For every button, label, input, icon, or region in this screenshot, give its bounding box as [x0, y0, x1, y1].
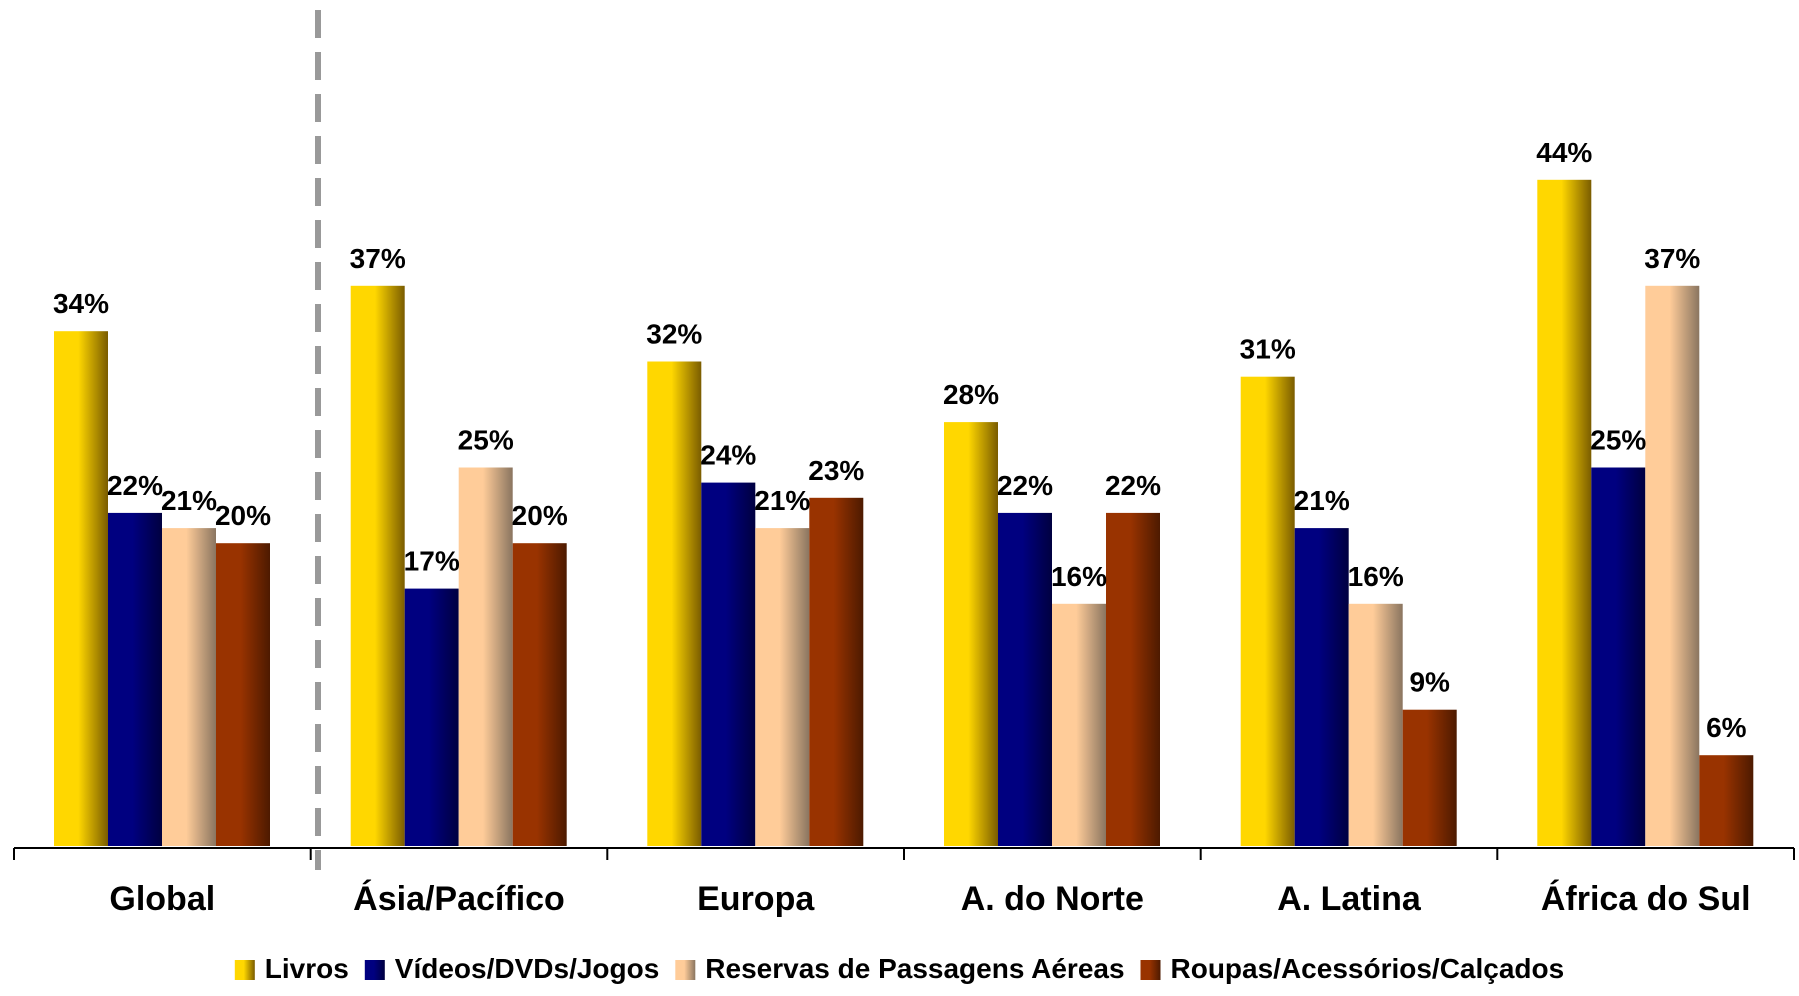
category-labels-group: Global Ásia/Pacífico Europa A. do Norte A. L… — [109, 880, 1750, 918]
bar-a-do-norte-roupas-acessorios-calcados — [1106, 512, 1160, 846]
value-label-a-latina-livros: 31% — [1240, 334, 1296, 365]
category-label-global: Global — [109, 880, 215, 918]
value-label-africa-do-sul-reservas-de-passagens-aereas: 37% — [1644, 243, 1700, 274]
legend-swatch-livros — [234, 960, 255, 980]
category-label-a-latina: A. Latina — [1277, 880, 1422, 918]
legend-label-roupas-acessorios-calcados: Roupas/Acessórios/Calçados — [1171, 953, 1565, 984]
value-label-a-latina-roupas-acessorios-calcados: 9% — [1409, 667, 1450, 698]
bar-asia-pacifico-roupas-acessorios-calcados — [512, 543, 567, 846]
legend-item-livros: Livros — [234, 953, 349, 984]
category-label-africa-do-sul: África do Sul — [1541, 880, 1751, 918]
value-label-a-do-norte-reservas-de-passagens-aereas: 16% — [1051, 561, 1107, 592]
bar-asia-pacifico-livros — [350, 285, 405, 846]
bar-europa-livros — [647, 361, 702, 846]
value-label-asia-pacifico-roupas-acessorios-calcados: 20% — [512, 500, 568, 531]
legend: Livros Vídeos/DVDs/Jogos Reservas de Passa… — [234, 953, 1565, 984]
legend-item-reservas-de-passagens-aereas: Reservas de Passagens Aéreas — [675, 953, 1125, 984]
value-label-africa-do-sul-videos-dvds-jogos: 25% — [1590, 425, 1646, 456]
value-labels-group: 34%22%21%20%37%17%25%20%32%24%21%23%28%2… — [53, 137, 1747, 743]
bar-a-do-norte-livros — [944, 422, 998, 846]
legend-item-videos-dvds-jogos: Vídeos/DVDs/Jogos — [364, 953, 660, 984]
bar-a-latina-reservas-de-passagens-aereas — [1348, 603, 1403, 846]
value-label-asia-pacifico-livros: 37% — [350, 243, 406, 274]
legend-swatch-roupas-acessorios-calcados — [1140, 960, 1161, 980]
bar-africa-do-sul-reservas-de-passagens-aereas — [1645, 285, 1700, 846]
bar-asia-pacifico-videos-dvds-jogos — [404, 588, 459, 846]
legend-swatch-videos-dvds-jogos — [364, 960, 385, 980]
value-label-europa-roupas-acessorios-calcados: 23% — [808, 455, 864, 486]
bar-asia-pacifico-reservas-de-passagens-aereas — [458, 467, 513, 846]
category-label-europa: Europa — [697, 880, 815, 918]
value-label-asia-pacifico-reservas-de-passagens-aereas: 25% — [458, 425, 514, 456]
bar-a-do-norte-reservas-de-passagens-aereas — [1052, 603, 1106, 846]
bar-global-roupas-acessorios-calcados — [216, 543, 270, 846]
value-label-a-do-norte-videos-dvds-jogos: 22% — [997, 470, 1053, 501]
bar-africa-do-sul-livros — [1537, 179, 1592, 847]
legend-item-roupas-acessorios-calcados: Roupas/Acessórios/Calçados — [1140, 953, 1565, 984]
value-label-a-latina-reservas-de-passagens-aereas: 16% — [1348, 561, 1404, 592]
bar-a-latina-livros — [1240, 376, 1295, 846]
bar-africa-do-sul-roupas-acessorios-calcados — [1699, 755, 1754, 846]
value-label-a-do-norte-livros: 28% — [943, 379, 999, 410]
x-axis-ticks — [13, 848, 1795, 860]
value-label-europa-videos-dvds-jogos: 24% — [700, 440, 756, 471]
bar-a-latina-videos-dvds-jogos — [1294, 528, 1349, 846]
bar-europa-roupas-acessorios-calcados — [809, 497, 864, 846]
value-label-a-do-norte-roupas-acessorios-calcados: 22% — [1105, 470, 1161, 501]
bar-a-latina-roupas-acessorios-calcados — [1402, 709, 1457, 846]
value-label-africa-do-sul-livros: 44% — [1536, 137, 1592, 168]
bar-africa-do-sul-videos-dvds-jogos — [1591, 467, 1646, 846]
value-label-europa-reservas-de-passagens-aereas: 21% — [754, 485, 810, 516]
value-label-asia-pacifico-videos-dvds-jogos: 17% — [404, 546, 460, 577]
bar-a-do-norte-videos-dvds-jogos — [998, 512, 1052, 846]
bar-global-videos-dvds-jogos — [108, 512, 162, 846]
category-label-a-do-norte: A. do Norte — [961, 880, 1144, 918]
value-label-africa-do-sul-roupas-acessorios-calcados: 6% — [1706, 712, 1747, 743]
value-label-europa-livros: 32% — [646, 319, 702, 350]
legend-label-reservas-de-passagens-aereas: Reservas de Passagens Aéreas — [705, 953, 1124, 984]
bar-europa-videos-dvds-jogos — [701, 482, 756, 846]
legend-label-videos-dvds-jogos: Vídeos/DVDs/Jogos — [395, 953, 660, 984]
value-label-global-videos-dvds-jogos: 22% — [107, 470, 163, 501]
bar-europa-reservas-de-passagens-aereas — [755, 528, 810, 846]
value-label-a-latina-videos-dvds-jogos: 21% — [1294, 485, 1350, 516]
legend-swatch-reservas-de-passagens-aereas — [675, 960, 696, 980]
value-label-global-livros: 34% — [53, 288, 109, 319]
bar-global-livros — [54, 331, 108, 846]
legend-label-livros: Livros — [265, 953, 349, 984]
bar-global-reservas-de-passagens-aereas — [162, 528, 216, 846]
value-label-global-reservas-de-passagens-aereas: 21% — [161, 485, 217, 516]
value-label-global-roupas-acessorios-calcados: 20% — [215, 500, 271, 531]
bars-group — [54, 179, 1754, 847]
category-label-asia-pacifico: Ásia/Pacífico — [353, 880, 565, 918]
